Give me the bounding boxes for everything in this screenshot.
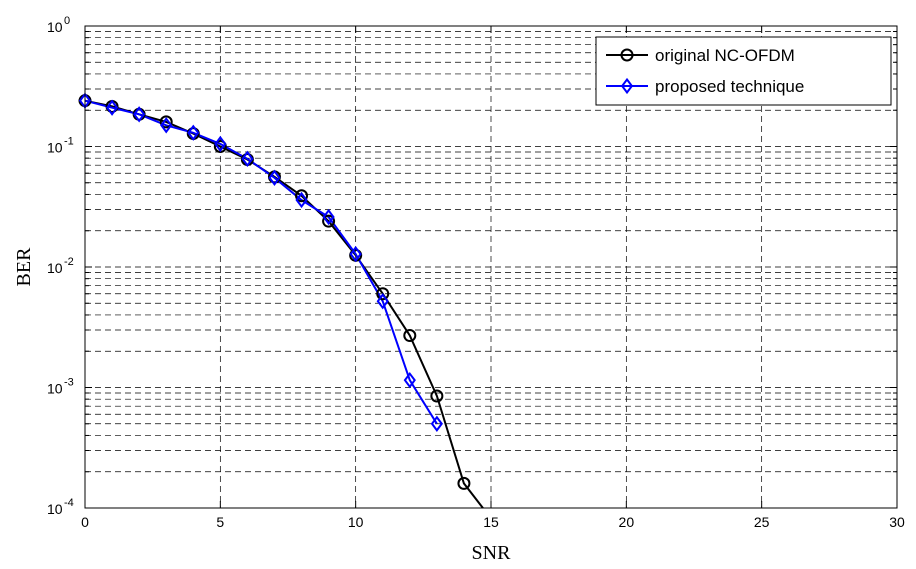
x-tick-label: 0 xyxy=(81,514,89,530)
y-tick-label: 10 -1 xyxy=(47,136,74,156)
legend-entry-label: original NC-OFDM xyxy=(655,46,795,65)
y-tick-exponent: -3 xyxy=(64,377,74,389)
circle-marker xyxy=(376,287,390,301)
diamond-marker xyxy=(403,372,416,389)
x-tick-label: 30 xyxy=(889,514,905,530)
diamond-marker xyxy=(214,135,227,153)
data-markers xyxy=(78,92,471,490)
y-tick-label: 10 -3 xyxy=(47,377,74,397)
y-axis-label: BER xyxy=(13,247,35,287)
tick-marks xyxy=(84,26,898,509)
diamond-marker xyxy=(376,293,389,310)
series-line-1 xyxy=(84,99,484,509)
x-tick-label: 10 xyxy=(348,514,364,530)
diamond-marker xyxy=(133,106,146,123)
circle-marker xyxy=(620,48,634,62)
circle-marker xyxy=(430,389,444,403)
diamond-marker xyxy=(620,77,634,95)
legend-entry-label: proposed technique xyxy=(655,77,804,96)
y-tick-base: 10 xyxy=(47,381,63,397)
diamond-marker xyxy=(430,415,443,432)
y-tick-exponent: -2 xyxy=(64,256,74,268)
diamond-marker xyxy=(322,208,335,226)
legend: original NC-OFDM proposed technique xyxy=(595,36,892,106)
y-tick-label: 10 -4 xyxy=(47,497,74,517)
y-tick-base: 10 xyxy=(47,140,63,156)
grid-lines xyxy=(85,26,897,508)
circle-marker xyxy=(295,189,309,203)
y-tick-exponent: -1 xyxy=(64,136,74,148)
diamond-marker xyxy=(268,169,281,186)
x-tick-label: 15 xyxy=(483,514,499,530)
diamond-marker xyxy=(349,245,362,263)
diamond-marker xyxy=(105,99,119,116)
diamond-marker xyxy=(160,117,173,134)
y-tick-base: 10 xyxy=(47,501,63,517)
circle-marker xyxy=(457,476,471,490)
x-tick-label: 25 xyxy=(754,514,770,530)
diamond-marker xyxy=(241,150,254,168)
circle-marker xyxy=(403,329,417,343)
x-tick-label: 5 xyxy=(216,514,224,530)
y-tick-exponent: 0 xyxy=(64,15,70,27)
x-tick-labels: 0 5 10 15 20 25 30 xyxy=(81,514,905,530)
circle-marker xyxy=(159,115,173,129)
y-tick-label: 10 -2 xyxy=(47,256,74,276)
legend-box xyxy=(595,36,892,106)
y-tick-exponent: -4 xyxy=(64,497,74,509)
y-tick-label: 10 0 xyxy=(47,15,70,35)
x-axis-label: SNR xyxy=(472,542,512,564)
circle-marker xyxy=(322,214,336,228)
y-tick-base: 10 xyxy=(47,260,63,276)
x-tick-label: 20 xyxy=(619,514,635,530)
diamond-marker xyxy=(187,124,200,141)
diamond-marker xyxy=(295,191,308,209)
y-tick-base: 10 xyxy=(47,19,63,35)
